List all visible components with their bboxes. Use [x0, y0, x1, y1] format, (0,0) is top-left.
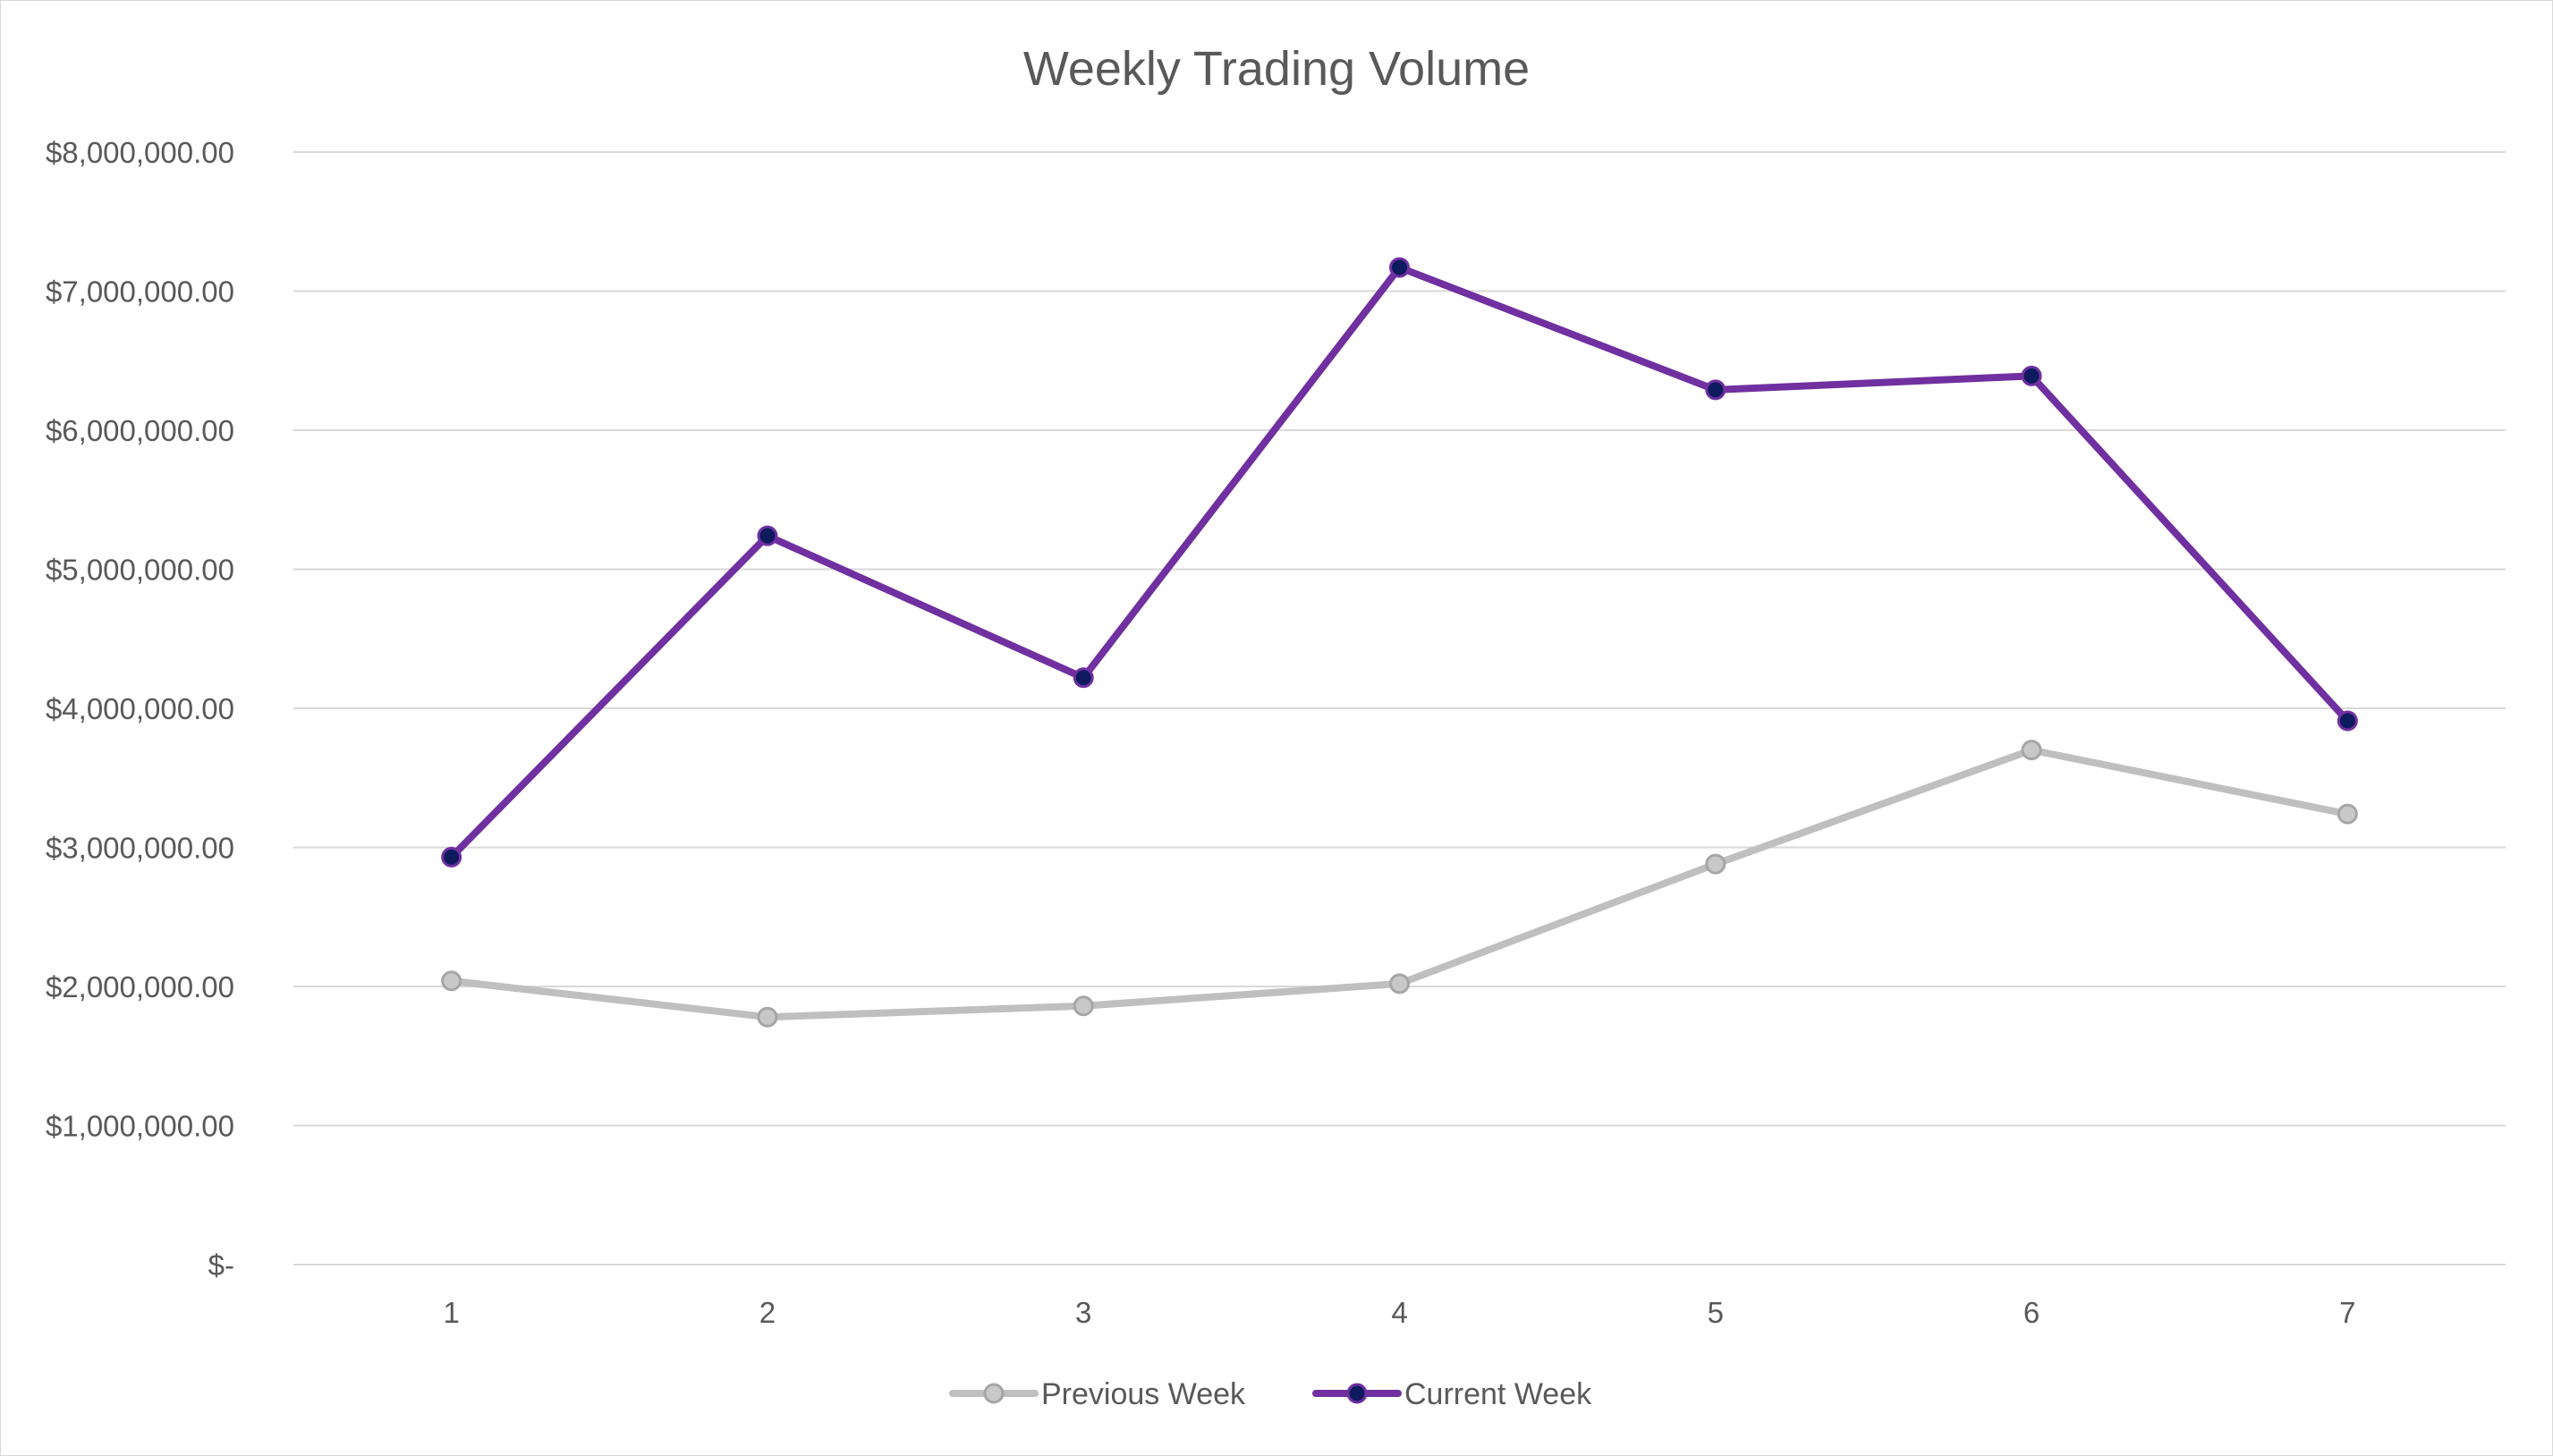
data-point-current-week — [441, 846, 462, 868]
data-point-previous-week — [441, 970, 462, 992]
y-tick-label: $1,000,000.00 — [46, 1110, 234, 1143]
x-tick-label: 5 — [1708, 1296, 1724, 1329]
y-tick-label: $- — [208, 1249, 234, 1282]
legend-label: Current Week — [1404, 1377, 1592, 1411]
data-point-current-week — [2021, 365, 2042, 386]
series-line-current-week — [447, 264, 2352, 861]
legend: Previous Week Current Week — [949, 1377, 1592, 1411]
data-point-current-week — [757, 525, 778, 546]
y-tick-label: $5,000,000.00 — [46, 554, 234, 587]
y-axis-tick-labels: $- $1,000,000.00 $2,000,000.00 $3,000,000.0… — [46, 136, 234, 1282]
y-tick-label: $2,000,000.00 — [46, 970, 234, 1003]
y-tick-label: $3,000,000.00 — [46, 832, 234, 865]
legend-item-current-week: Current Week — [1312, 1377, 1592, 1411]
x-tick-label: 2 — [759, 1296, 776, 1329]
data-point-previous-week — [1073, 995, 1094, 1017]
series-current-week — [441, 257, 2358, 868]
data-point-previous-week — [2021, 740, 2042, 761]
legend-swatch-marker — [983, 1383, 1005, 1404]
legend-item-previous-week: Previous Week — [949, 1377, 1246, 1411]
data-point-current-week — [1705, 379, 1726, 401]
data-point-current-week — [1073, 667, 1094, 689]
y-tick-label: $6,000,000.00 — [46, 414, 234, 447]
data-point-previous-week — [2337, 803, 2358, 825]
gridlines — [293, 151, 2506, 1266]
data-point-current-week — [1389, 257, 1410, 278]
y-tick-label: $8,000,000.00 — [46, 136, 234, 169]
x-tick-label: 3 — [1075, 1296, 1091, 1329]
data-point-previous-week — [1705, 853, 1726, 875]
data-point-previous-week — [1389, 973, 1410, 995]
series-lines — [441, 257, 2358, 1028]
y-tick-label: $7,000,000.00 — [46, 275, 234, 309]
y-tick-label: $4,000,000.00 — [46, 692, 234, 725]
chart-title: Weekly Trading Volume — [1023, 42, 1530, 96]
legend-label: Previous Week — [1041, 1377, 1246, 1411]
series-previous-week — [441, 740, 2358, 1028]
data-point-previous-week — [757, 1006, 778, 1028]
x-tick-label: 4 — [1391, 1296, 1407, 1329]
data-point-current-week — [2337, 710, 2358, 732]
x-tick-label: 7 — [2339, 1296, 2355, 1329]
x-tick-label: 1 — [443, 1296, 459, 1329]
x-tick-label: 6 — [2023, 1296, 2040, 1329]
legend-swatch-marker — [1346, 1383, 1368, 1404]
x-axis-tick-labels: 1 2 3 4 5 6 7 — [443, 1296, 2355, 1329]
